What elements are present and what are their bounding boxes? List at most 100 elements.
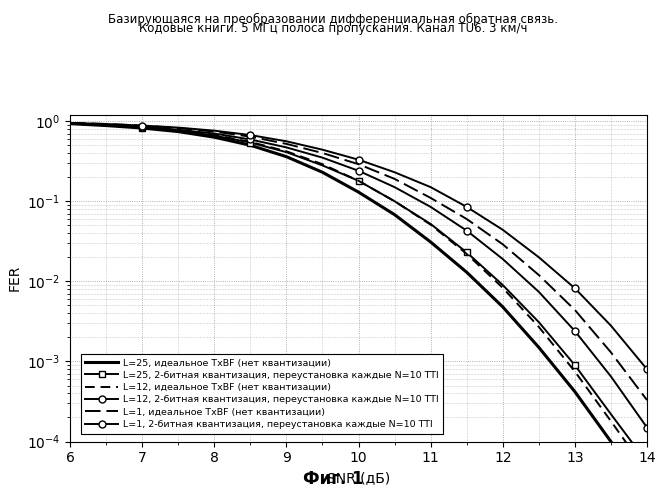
L=1, 2-битная квантизация, переустановка каждые N=10 TTI	[66, 120, 74, 126]
L=12, идеальное TxBF (нет квантизации)	[499, 285, 507, 291]
L=12, 2-битная квантизация, переустановка каждые N=10 TTI	[282, 144, 290, 150]
L=12, 2-битная квантизация, переустановка каждые N=10 TTI	[174, 127, 182, 133]
L=1, идеальное TxBF (нет квантизации)	[607, 349, 615, 355]
L=25, 2-битная квантизация, переустановка каждые N=10 TTI	[66, 121, 74, 127]
L=25, идеальное TxBF (нет квантизации)	[499, 304, 507, 310]
L=1, идеальное TxBF (нет квантизации)	[318, 150, 326, 156]
L=1, 2-битная квантизация, переустановка каждые N=10 TTI	[391, 169, 399, 175]
L=1, идеальное TxBF (нет квантизации)	[427, 195, 435, 201]
L=12, 2-битная квантизация, переустановка каждые N=10 TTI	[66, 120, 74, 126]
L=1, идеальное TxBF (нет квантизации)	[102, 121, 110, 127]
L=12, идеальное TxBF (нет квантизации)	[535, 324, 543, 330]
L=25, идеальное TxBF (нет квантизации)	[102, 123, 110, 129]
L=1, идеальное TxBF (нет квантизации)	[354, 161, 362, 167]
L=1, идеальное TxBF (нет квантизации)	[174, 125, 182, 131]
L=1, 2-битная квантизация, переустановка каждые N=10 TTI	[318, 147, 326, 153]
L=12, 2-битная квантизация, переустановка каждые N=10 TTI	[427, 204, 435, 210]
L=12, 2-битная квантизация, переустановка каждые N=10 TTI	[102, 122, 110, 128]
Y-axis label: FER: FER	[7, 265, 21, 291]
L=1, идеальное TxBF (нет квантизации)	[138, 123, 146, 129]
L=12, идеальное TxBF (нет квантизации)	[571, 368, 579, 374]
L=1, 2-битная квантизация, переустановка каждые N=10 TTI	[643, 366, 651, 372]
L=1, идеальное TxBF (нет квантизации)	[66, 120, 74, 126]
L=25, 2-битная квантизация, переустановка каждые N=10 TTI	[607, 411, 615, 417]
Text: Кодовые книги. 5 МГц полоса пропускания. Канал TU6. 3 км/ч: Кодовые книги. 5 МГц полоса пропускания.…	[139, 22, 528, 35]
L=1, идеальное TxBF (нет квантизации)	[463, 216, 471, 222]
L=1, идеальное TxBF (нет квантизации)	[535, 272, 543, 278]
L=12, 2-битная квантизация, переустановка каждые N=10 TTI	[246, 137, 254, 143]
L=12, идеальное TxBF (нет квантизации)	[607, 418, 615, 424]
L=12, 2-битная квантизация, переустановка каждые N=10 TTI	[354, 168, 362, 174]
L=25, идеальное TxBF (нет квантизации)	[607, 439, 615, 445]
L=25, идеальное TxBF (нет квантизации)	[174, 129, 182, 135]
L=1, 2-битная квантизация, переустановка каждые N=10 TTI	[354, 157, 362, 163]
L=1, 2-битная квантизация, переустановка каждые N=10 TTI	[571, 285, 579, 291]
L=25, 2-битная квантизация, переустановка каждые N=10 TTI	[318, 162, 326, 168]
L=12, идеальное TxBF (нет квантизации)	[138, 124, 146, 130]
L=25, 2-битная квантизация, переустановка каждые N=10 TTI	[210, 133, 218, 139]
L=1, 2-битная квантизация, переустановка каждые N=10 TTI	[607, 323, 615, 329]
L=12, 2-битная квантизация, переустановка каждые N=10 TTI	[643, 425, 651, 431]
L=1, 2-битная квантизация, переустановка каждые N=10 TTI	[463, 204, 471, 210]
L=25, 2-битная квантизация, переустановка каждые N=10 TTI	[571, 362, 579, 368]
Line: L=12, идеальное TxBF (нет квантизации): L=12, идеальное TxBF (нет квантизации)	[70, 123, 647, 472]
L=25, идеальное TxBF (нет квантизации)	[571, 389, 579, 395]
L=12, идеальное TxBF (нет квантизации)	[391, 198, 399, 204]
L=12, идеальное TxBF (нет квантизации)	[643, 469, 651, 475]
L=25, 2-битная квантизация, переустановка каждые N=10 TTI	[499, 282, 507, 288]
L=25, 2-битная квантизация, переустановка каждые N=10 TTI	[354, 178, 362, 184]
L=1, 2-битная квантизация, переустановка каждые N=10 TTI	[210, 128, 218, 134]
L=1, идеальное TxBF (нет квантизации)	[571, 307, 579, 313]
L=1, 2-битная квантизация, переустановка каждые N=10 TTI	[282, 138, 290, 144]
L=1, 2-битная квантизация, переустановка каждые N=10 TTI	[535, 254, 543, 260]
L=12, 2-битная квантизация, переустановка каждые N=10 TTI	[391, 184, 399, 190]
L=12, 2-битная квантизация, переустановка каждые N=10 TTI	[535, 289, 543, 295]
L=1, 2-битная квантизация, переустановка каждые N=10 TTI	[138, 123, 146, 129]
L=12, идеальное TxBF (нет квантизации)	[463, 251, 471, 257]
L=1, 2-битная квантизация, переустановка каждые N=10 TTI	[427, 184, 435, 190]
Line: L=1, идеальное TxBF (нет квантизации): L=1, идеальное TxBF (нет квантизации)	[70, 123, 647, 400]
Legend: L=25, идеальное TxBF (нет квантизации), L=25, 2-битная квантизация, переустановк: L=25, идеальное TxBF (нет квантизации), …	[81, 354, 444, 434]
L=12, идеальное TxBF (нет квантизации)	[354, 178, 362, 184]
Text: Фиг. 1: Фиг. 1	[303, 470, 364, 488]
L=12, идеальное TxBF (нет квантизации)	[210, 132, 218, 138]
L=1, 2-битная квантизация, переустановка каждые N=10 TTI	[246, 132, 254, 138]
L=25, идеальное TxBF (нет квантизации)	[354, 189, 362, 195]
L=25, 2-битная квантизация, переустановка каждые N=10 TTI	[535, 319, 543, 325]
Text: Базирующаяся на преобразовании дифференциальная обратная связь.: Базирующаяся на преобразовании дифференц…	[109, 12, 558, 25]
L=1, идеальное TxBF (нет квантизации)	[210, 129, 218, 135]
Line: L=25, идеальное TxBF (нет квантизации): L=25, идеальное TxBF (нет квантизации)	[70, 124, 647, 490]
L=12, идеальное TxBF (нет квантизации)	[66, 120, 74, 126]
L=25, идеальное TxBF (нет квантизации)	[318, 169, 326, 175]
L=25, 2-битная квантизация, переустановка каждые N=10 TTI	[282, 149, 290, 155]
L=12, 2-битная квантизация, переустановка каждые N=10 TTI	[210, 131, 218, 137]
L=1, 2-битная квантизация, переустановка каждые N=10 TTI	[102, 121, 110, 127]
L=1, идеальное TxBF (нет квантизации)	[499, 242, 507, 248]
L=1, идеальное TxBF (нет квантизации)	[282, 141, 290, 147]
L=25, 2-битная квантизация, переустановка каждые N=10 TTI	[427, 221, 435, 227]
L=25, идеальное TxBF (нет квантизации)	[535, 344, 543, 350]
L=25, идеальное TxBF (нет квантизации)	[210, 134, 218, 140]
L=25, 2-битная квантизация, переустановка каждые N=10 TTI	[643, 460, 651, 466]
L=25, 2-битная квантизация, переустановка каждые N=10 TTI	[174, 128, 182, 134]
L=25, 2-битная квантизация, переустановка каждые N=10 TTI	[246, 140, 254, 146]
L=25, 2-битная квантизация, переустановка каждые N=10 TTI	[391, 198, 399, 204]
L=12, 2-битная квантизация, переустановка каждые N=10 TTI	[318, 155, 326, 161]
L=1, идеальное TxBF (нет квантизации)	[391, 176, 399, 182]
L=1, 2-битная квантизация, переустановка каждые N=10 TTI	[499, 227, 507, 233]
L=25, идеальное TxBF (нет квантизации)	[463, 269, 471, 275]
L=12, идеальное TxBF (нет квантизации)	[282, 148, 290, 154]
L=25, идеальное TxBF (нет квантизации)	[138, 125, 146, 131]
L=12, 2-битная квантизация, переустановка каждые N=10 TTI	[571, 328, 579, 334]
L=12, идеальное TxBF (нет квантизации)	[427, 222, 435, 228]
L=12, 2-битная квантизация, переустановка каждые N=10 TTI	[138, 124, 146, 130]
L=25, 2-битная квантизация, переустановка каждые N=10 TTI	[138, 125, 146, 131]
L=12, идеальное TxBF (нет квантизации)	[102, 122, 110, 128]
L=1, идеальное TxBF (нет квантизации)	[246, 134, 254, 140]
Line: L=1, 2-битная квантизация, переустановка каждые N=10 TTI: L=1, 2-битная квантизация, переустановка…	[67, 119, 650, 373]
L=12, 2-битная квантизация, переустановка каждые N=10 TTI	[499, 256, 507, 262]
L=12, идеальное TxBF (нет квантизации)	[246, 139, 254, 145]
Line: L=25, 2-битная квантизация, переустановка каждые N=10 TTI: L=25, 2-битная квантизация, переустановк…	[67, 120, 650, 466]
L=12, идеальное TxBF (нет квантизации)	[318, 161, 326, 167]
L=25, 2-битная квантизация, переустановка каждые N=10 TTI	[102, 122, 110, 128]
